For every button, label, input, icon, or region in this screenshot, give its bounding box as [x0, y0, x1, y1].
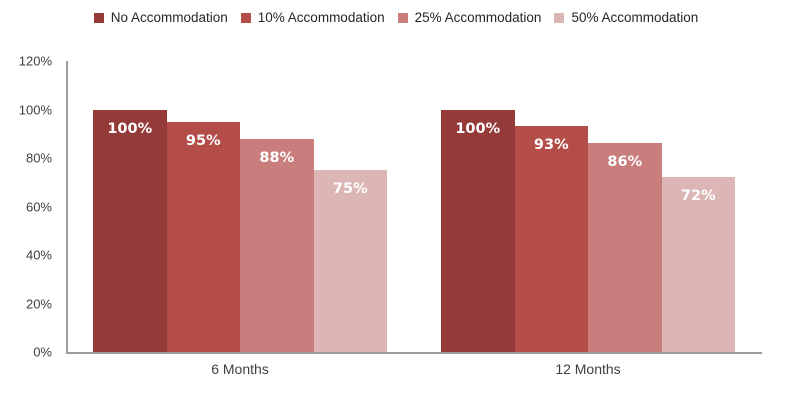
legend: No Accommodation 10% Accommodation 25% Acc… [0, 10, 792, 25]
y-axis-tick-label: 60% [25, 199, 52, 214]
y-axis-tick-label: 80% [25, 150, 52, 166]
bar-10-accommodation-12-months: 93% [514, 126, 588, 352]
y-axis-tick-label: 120% [18, 53, 52, 69]
legend-item-label: 10% Accommodation [257, 10, 385, 25]
bar-value-label: 86% [607, 154, 643, 171]
legend-item-label: 50% Accommodation [571, 10, 699, 25]
legend-item-label: No Accommodation [110, 10, 228, 25]
legend-item: 50% Accommodation [554, 10, 698, 25]
legend-item: No Accommodation [93, 10, 228, 25]
bar-value-label: 88% [259, 149, 295, 166]
legend-item: 25% Accommodation [397, 10, 542, 25]
legend-item: 10% Accommodation [240, 10, 385, 25]
bar-value-label: 72% [680, 188, 716, 205]
bar-no-accommodation-12-months: 100% [441, 109, 515, 352]
bar-no-accommodation-6-months: 100% [93, 109, 167, 352]
y-axis-tick-label: 20% [25, 296, 52, 311]
legend-item-label: 25% Accommodation [414, 10, 542, 25]
x-axis-category-label: 12 Months [555, 361, 621, 377]
bar-25-accommodation-6-months: 88% [240, 138, 314, 352]
x-axis-line [66, 352, 762, 354]
bar-10-accommodation-6-months: 95% [166, 121, 240, 352]
y-axis-line [66, 61, 68, 352]
bar-value-label: 95% [185, 132, 221, 149]
bar-value-label: 75% [332, 181, 368, 198]
bar-50-accommodation-12-months: 72% [661, 177, 735, 352]
legend-marker-icon [93, 12, 104, 23]
bar-50-accommodation-6-months: 75% [313, 170, 387, 352]
y-axis-tick-label: 40% [25, 247, 52, 263]
bar-value-label: 100% [107, 120, 153, 137]
bar-25-accommodation-12-months: 86% [588, 143, 662, 352]
y-axis-tick-label: 100% [18, 102, 52, 117]
x-axis-category-label: 6 Months [211, 361, 269, 377]
legend-marker-icon [240, 12, 251, 23]
y-axis-tick-label: 0% [33, 344, 52, 360]
bar-value-label: 100% [455, 120, 501, 137]
bar-value-label: 93% [533, 137, 569, 154]
legend-marker-icon [554, 12, 565, 23]
legend-marker-icon [397, 12, 408, 23]
